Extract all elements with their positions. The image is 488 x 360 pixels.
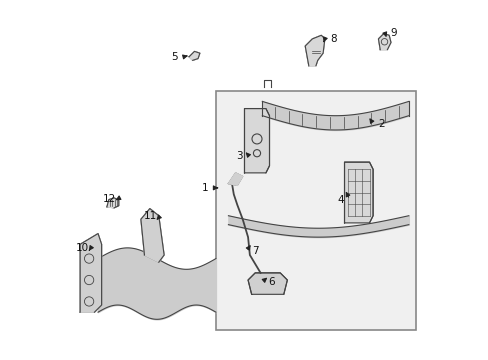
Text: 11: 11 xyxy=(144,211,157,221)
Text: 1: 1 xyxy=(202,183,208,193)
Text: 8: 8 xyxy=(330,34,336,44)
Text: 12: 12 xyxy=(102,194,116,203)
Text: 9: 9 xyxy=(390,28,396,38)
Text: 10: 10 xyxy=(75,243,88,253)
Text: 5: 5 xyxy=(171,52,178,62)
Text: 6: 6 xyxy=(267,277,274,287)
Bar xyxy=(216,91,415,330)
Text: 7: 7 xyxy=(251,247,258,256)
Polygon shape xyxy=(228,173,242,185)
Text: 2: 2 xyxy=(378,118,385,129)
Polygon shape xyxy=(344,162,372,223)
Polygon shape xyxy=(80,234,102,312)
Polygon shape xyxy=(378,33,390,50)
Polygon shape xyxy=(189,51,200,60)
Polygon shape xyxy=(244,109,269,173)
Polygon shape xyxy=(247,273,287,294)
Text: 4: 4 xyxy=(337,195,344,204)
Polygon shape xyxy=(107,198,119,208)
Polygon shape xyxy=(305,35,324,66)
Polygon shape xyxy=(141,208,164,262)
Text: 3: 3 xyxy=(236,151,243,161)
